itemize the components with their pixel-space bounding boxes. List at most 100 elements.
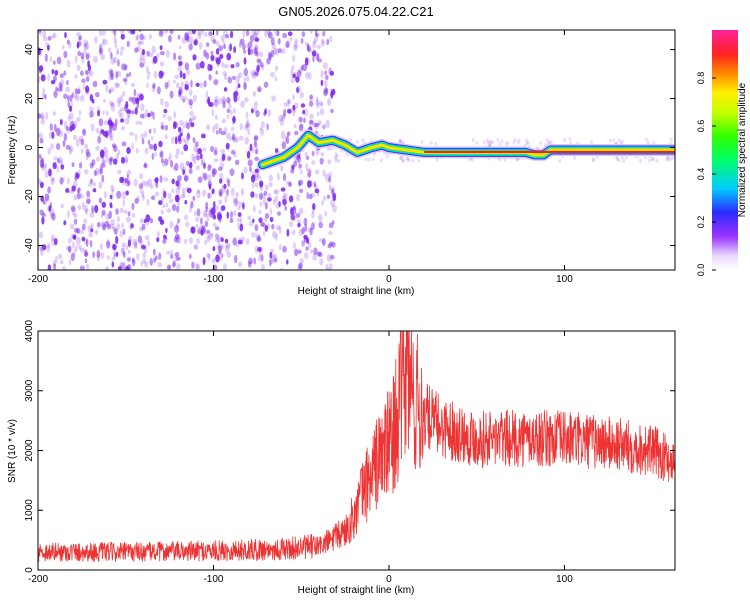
noise-dot <box>306 61 309 67</box>
noise-dot <box>253 101 258 109</box>
noise-dot <box>104 267 108 270</box>
noise-dot <box>146 82 149 89</box>
noise-dot <box>144 261 149 268</box>
noise-dot <box>486 138 490 143</box>
noise-dot <box>122 242 127 247</box>
noise-dot <box>69 105 73 112</box>
noise-dot <box>259 61 264 68</box>
noise-dot <box>165 227 168 234</box>
noise-dot <box>127 239 131 248</box>
noise-dot <box>115 251 119 257</box>
noise-dot <box>305 246 309 251</box>
noise-dot <box>326 194 331 199</box>
noise-dot <box>199 82 204 89</box>
noise-dot <box>254 224 259 232</box>
noise-dot <box>558 158 562 163</box>
noise-dot <box>173 121 179 129</box>
colorbar-tick-label: 0.4 <box>696 168 706 181</box>
noise-dot <box>196 155 200 161</box>
noise-dot <box>214 95 219 103</box>
noise-dot <box>202 210 208 217</box>
noise-dot <box>117 149 121 156</box>
noise-dot <box>75 237 81 246</box>
noise-dot <box>232 133 235 141</box>
noise-dot <box>325 263 329 270</box>
noise-dot <box>314 188 320 194</box>
noise-dot <box>116 50 120 55</box>
noise-dot <box>220 253 225 258</box>
noise-dot <box>141 192 145 198</box>
noise-dot <box>64 31 67 39</box>
noise-dot <box>238 135 244 141</box>
noise-dot <box>102 110 105 115</box>
noise-dot <box>187 132 190 139</box>
noise-dot <box>113 35 117 44</box>
noise-dot <box>321 239 325 245</box>
noise-dot <box>66 128 70 134</box>
noise-dot <box>117 101 121 107</box>
noise-dot <box>293 124 297 129</box>
noise-dot <box>304 108 308 117</box>
noise-dot <box>331 188 334 195</box>
noise-dot <box>121 141 127 147</box>
noise-dot <box>84 251 89 258</box>
noise-dot <box>150 111 153 117</box>
noise-dot <box>151 195 156 201</box>
noise-dot <box>181 81 184 88</box>
noise-dot <box>213 99 218 106</box>
noise-dot <box>76 228 81 234</box>
noise-dot <box>101 201 107 208</box>
noise-dot <box>230 187 235 197</box>
noise-dot <box>210 54 215 62</box>
noise-dot <box>335 158 339 163</box>
noise-dot <box>259 220 263 227</box>
noise-dot <box>154 151 157 157</box>
noise-dot <box>112 243 117 251</box>
noise-dot <box>124 155 129 163</box>
noise-dot <box>86 190 91 197</box>
noise-dot <box>125 244 129 250</box>
snr-series-line <box>38 331 675 562</box>
noise-dot <box>152 82 156 88</box>
noise-dot <box>296 85 301 94</box>
noise-dot <box>159 175 163 183</box>
noise-dot <box>287 98 291 104</box>
noise-dot <box>328 184 332 191</box>
noise-dot <box>210 50 214 55</box>
noise-dot <box>44 193 49 202</box>
noise-dot <box>142 58 146 67</box>
noise-dot <box>417 158 421 163</box>
noise-dot <box>124 178 129 187</box>
noise-dot <box>113 249 116 257</box>
noise-dot <box>70 205 76 212</box>
noise-dot <box>56 165 59 173</box>
noise-dot <box>334 152 338 157</box>
noise-dot <box>290 207 294 216</box>
noise-dot <box>218 97 223 105</box>
noise-dot <box>234 137 240 143</box>
y-tick-label: 0 <box>24 144 35 150</box>
noise-dot <box>171 188 175 194</box>
noise-dot <box>150 136 154 141</box>
noise-dot <box>103 120 109 126</box>
noise-dot <box>94 229 99 235</box>
noise-dot <box>84 143 89 149</box>
noise-dot <box>39 181 44 189</box>
noise-dot <box>282 32 287 39</box>
noise-dot <box>225 142 230 150</box>
noise-dot <box>240 100 246 108</box>
noise-dot <box>229 109 233 116</box>
noise-dot <box>207 253 211 261</box>
noise-dot <box>263 111 267 117</box>
noise-dot <box>71 162 75 168</box>
noise-dot <box>91 98 95 104</box>
noise-dot <box>213 222 217 228</box>
noise-dot <box>127 249 131 254</box>
noise-dot <box>260 127 265 136</box>
noise-dot <box>175 194 180 201</box>
noise-dot <box>201 133 206 139</box>
noise-dot <box>47 73 50 82</box>
noise-dot <box>158 30 164 37</box>
noise-dot <box>164 82 169 90</box>
noise-dot <box>277 38 281 45</box>
